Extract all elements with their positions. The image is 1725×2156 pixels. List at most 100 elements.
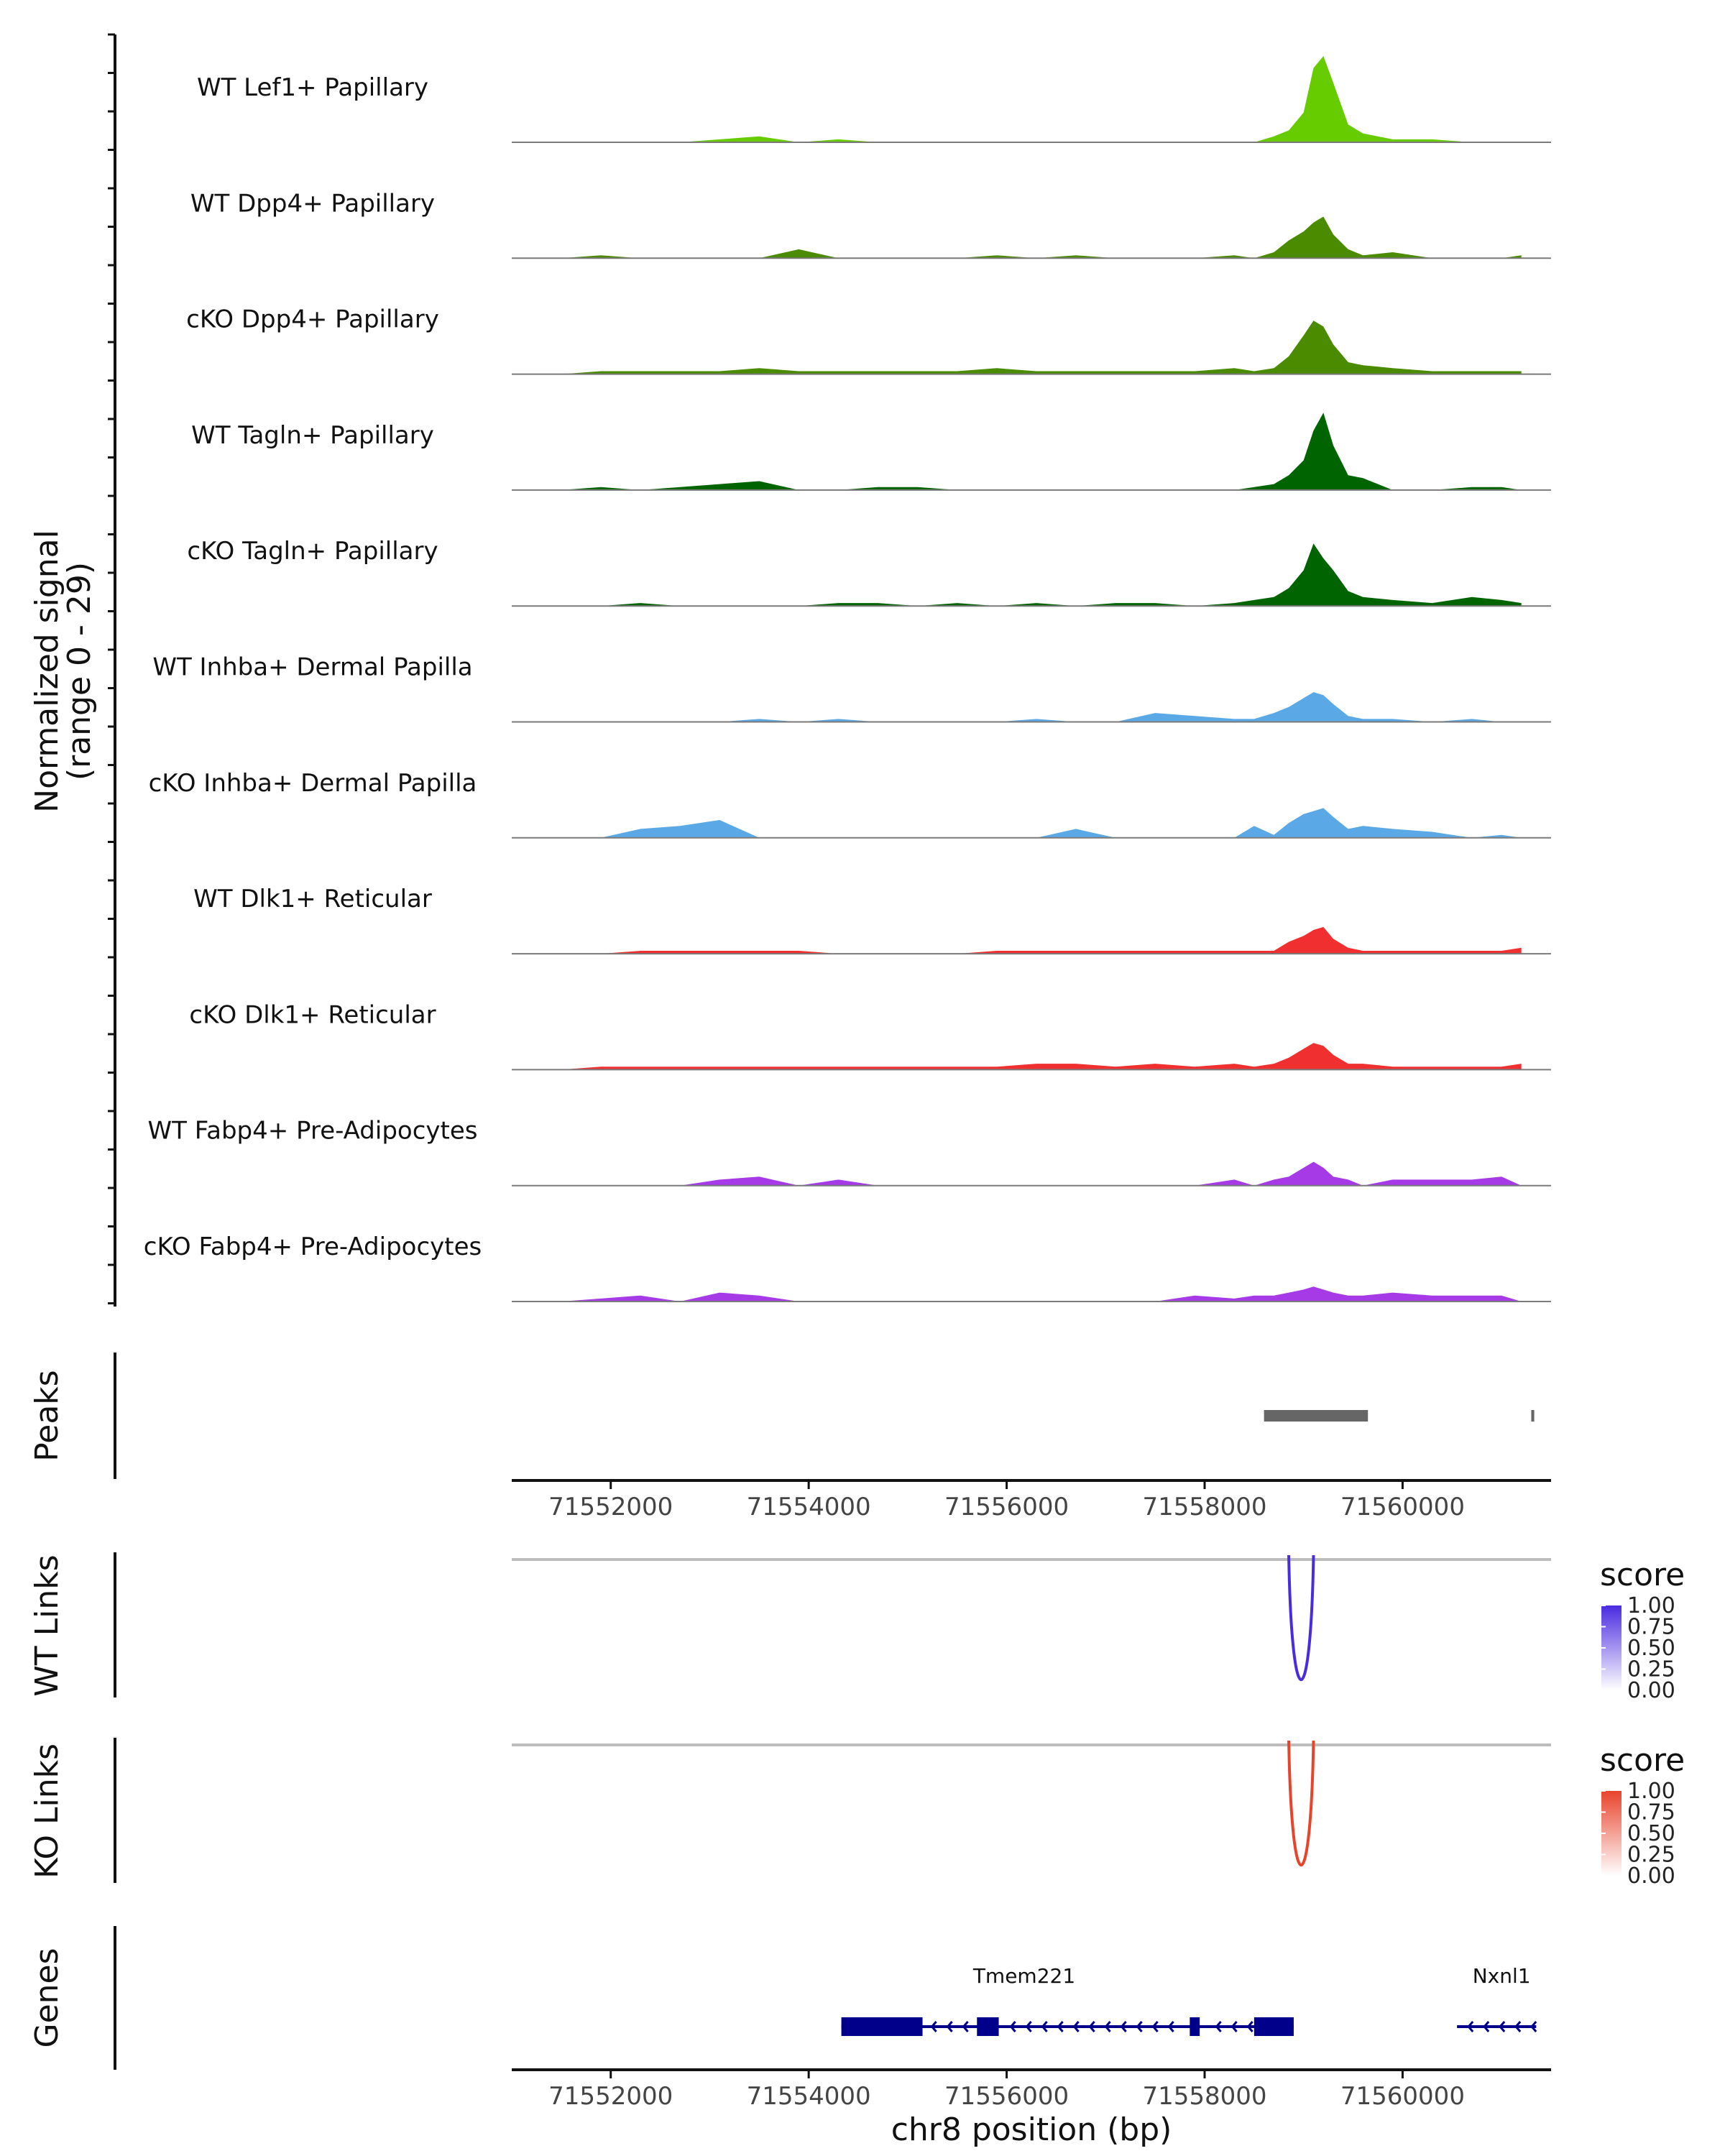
ko-links-label: KO Links (29, 1743, 65, 1879)
wt-legend-label-2: 0.50 (1627, 1636, 1675, 1661)
coverage-ylabel-line2: (range 0 - 29) (61, 562, 98, 780)
gene-name-0: Tmem221 (972, 1964, 1075, 1988)
coverage-area-8 (561, 1043, 1522, 1070)
track-label-6: cKO Inhba+ Dermal Papilla (149, 769, 477, 798)
coverage-area-9 (561, 1161, 1522, 1186)
strand-chevron (1230, 2021, 1238, 2032)
strand-chevron (1088, 2021, 1095, 2032)
ko-links-legend: score 1.000.750.500.250.00 (1600, 1742, 1685, 1889)
peaks-x-tick-label-1: 71554000 (747, 1493, 871, 1521)
coverage-area-0 (561, 56, 1522, 142)
x-axis-title: chr8 position (bp) (891, 2111, 1172, 2148)
track-1: WT Dpp4+ Papillary (190, 189, 1551, 259)
wt-links-label: WT Links (29, 1554, 65, 1696)
genes-x-tick-label-0: 71552000 (548, 2082, 673, 2111)
gene-0: Tmem221 (841, 1964, 1294, 2036)
track-3: WT Tagln+ Papillary (191, 413, 1551, 491)
track-10: cKO Fabp4+ Pre-Adipocytes (144, 1233, 1551, 1302)
coverage-area-10 (561, 1286, 1522, 1302)
ko-legend-label-1: 0.75 (1627, 1800, 1675, 1825)
wt-links-panel: WT Links score 1.000.750.500.250.00 (29, 1552, 1685, 1703)
strand-chevron (1025, 2021, 1032, 2032)
ko-legend-label-2: 0.50 (1627, 1821, 1675, 1846)
gene-name-1: Nxnl1 (1473, 1964, 1531, 1988)
genes-x-tick-label-1: 71554000 (747, 2082, 871, 2111)
strand-chevron (1246, 2021, 1254, 2032)
wt-link-arc (1287, 1554, 1315, 1681)
strand-chevron (962, 2021, 969, 2032)
track-label-5: WT Inhba+ Dermal Papilla (152, 653, 472, 682)
strand-chevron (1167, 2021, 1174, 2032)
strand-chevron (1151, 2021, 1159, 2032)
coverage-area-7 (561, 926, 1522, 954)
coverage-area-5 (561, 692, 1522, 722)
gene-0-exon-3 (1254, 2017, 1294, 2036)
track-label-7: WT Dlk1+ Reticular (193, 885, 432, 913)
strand-chevron (1120, 2021, 1127, 2032)
wt-legend-label-3: 0.25 (1627, 1657, 1675, 1682)
track-0: WT Lef1+ Papillary (197, 56, 1551, 143)
wt-legend-ticks: 1.000.750.500.250.00 (1601, 1593, 1675, 1703)
ko-links-panel: KO Links score 1.000.750.500.250.00 (29, 1738, 1685, 1889)
strand-chevron (1041, 2021, 1048, 2032)
strand-chevron (930, 2021, 937, 2032)
gene-models: Tmem221 Nxnl1 (841, 1964, 1537, 2036)
genes-label: Genes (29, 1948, 65, 2047)
genes-x-tick-label-3: 71558000 (1142, 2082, 1266, 2111)
track-label-0: WT Lef1+ Papillary (197, 73, 428, 102)
track-label-4: cKO Tagln+ Papillary (187, 537, 438, 566)
gene-0-exon-0 (841, 2017, 923, 2036)
strand-chevron (1072, 2021, 1080, 2032)
strand-chevron (1499, 2021, 1506, 2032)
coverage-area-3 (561, 413, 1522, 490)
wt-legend-label-4: 0.00 (1627, 1678, 1675, 1703)
track-6: cKO Inhba+ Dermal Papilla (149, 769, 1551, 839)
strand-chevron (1215, 2021, 1222, 2032)
peak-region-1 (1531, 1410, 1535, 1422)
strand-chevron (1104, 2021, 1111, 2032)
strand-chevron (1514, 2021, 1522, 2032)
ko-legend-title: score (1600, 1742, 1685, 1779)
strand-chevron (1009, 2021, 1016, 2032)
peaks-x-tick-label-3: 71558000 (1142, 1493, 1266, 1521)
track-label-8: cKO Dlk1+ Reticular (189, 1000, 436, 1029)
ko-legend-ticks: 1.000.750.500.250.00 (1601, 1779, 1675, 1889)
ko-legend-label-3: 0.25 (1627, 1843, 1675, 1868)
track-9: WT Fabp4+ Pre-Adipocytes (148, 1117, 1551, 1187)
coverage-panel: WT Lef1+ Papillary WT Dpp4+ Papillary cKO … (29, 33, 1551, 1307)
track-7: WT Dlk1+ Reticular (193, 885, 1551, 955)
peak-region-0 (1264, 1410, 1368, 1422)
genes-x-tick-label-2: 71556000 (944, 2082, 1069, 2111)
peaks-label: Peaks (29, 1370, 65, 1461)
wt-legend-title: score (1600, 1557, 1685, 1593)
peaks-regions (1264, 1410, 1535, 1422)
genes-x-tick-label-4: 71560000 (1340, 2082, 1465, 2111)
genes-x-ticks: 71552000 71554000 71556000 71558000 71560000 (548, 2070, 1465, 2111)
track-8: cKO Dlk1+ Reticular (189, 1000, 1551, 1071)
coverage-tracks: WT Lef1+ Papillary WT Dpp4+ Papillary cKO … (144, 56, 1551, 1302)
genes-panel: Genes Tmem221 Nxnl1 71552000 71554000 71556… (29, 1926, 1551, 2148)
coverage-ylabel-line1: Normalized signal (29, 530, 65, 813)
track-2: cKO Dpp4+ Papillary (186, 305, 1551, 375)
wt-links-legend: score 1.000.750.500.250.00 (1600, 1557, 1685, 1703)
strand-chevron (1136, 2021, 1143, 2032)
wt-legend-label-0: 1.00 (1627, 1593, 1675, 1618)
strand-chevron (1057, 2021, 1064, 2032)
peaks-x-tick-label-2: 71556000 (944, 1493, 1069, 1521)
gene-0-exon-1 (977, 2017, 999, 2036)
peaks-x-tick-label-4: 71560000 (1340, 1493, 1465, 1521)
track-5: WT Inhba+ Dermal Papilla (152, 653, 1551, 723)
ko-link-arc (1287, 1740, 1315, 1866)
coverage-area-1 (561, 216, 1522, 259)
ko-legend-label-4: 0.00 (1627, 1864, 1675, 1889)
track-4: cKO Tagln+ Papillary (187, 537, 1551, 607)
gene-0-exon-2 (1190, 2017, 1200, 2036)
track-label-1: WT Dpp4+ Papillary (190, 189, 435, 218)
strand-chevron (1530, 2021, 1537, 2032)
wt-legend-label-1: 0.75 (1627, 1615, 1675, 1640)
track-label-3: WT Tagln+ Papillary (191, 421, 434, 450)
track-label-9: WT Fabp4+ Pre-Adipocytes (148, 1117, 478, 1146)
ko-legend-label-0: 1.00 (1627, 1779, 1675, 1804)
strand-chevron (1467, 2021, 1474, 2032)
